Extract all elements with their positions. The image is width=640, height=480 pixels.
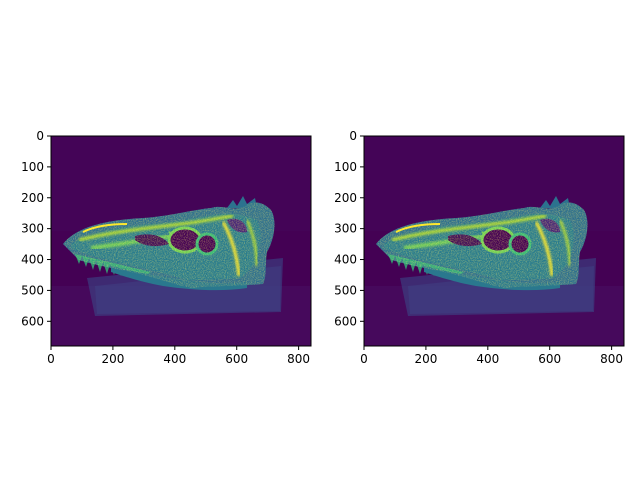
left-panel: 0 200 400 600 800 0 100 200 300 400 500 600 (21, 129, 312, 366)
y-tick-label: 300 (21, 222, 44, 236)
x-tick-label: 600 (538, 352, 561, 366)
right-ticks: 0 200 400 600 800 0 100 200 300 400 500 600 (334, 129, 623, 366)
left-image (51, 136, 311, 346)
right-axes-frame (363, 135, 625, 347)
y-tick-label: 100 (334, 160, 357, 174)
x-tick-label: 800 (287, 352, 310, 366)
x-tick-label: 0 (47, 352, 55, 366)
y-tick-label: 400 (334, 253, 357, 267)
y-tick-label: 0 (36, 129, 44, 143)
x-tick-label: 0 (360, 352, 368, 366)
left-ticks: 0 200 400 600 800 0 100 200 300 400 500 600 (21, 129, 310, 366)
y-tick-label: 600 (21, 314, 44, 328)
y-tick-label: 300 (334, 222, 357, 236)
left-axes-frame (50, 135, 312, 347)
x-tick-label: 400 (163, 352, 186, 366)
y-tick-label: 500 (334, 283, 357, 297)
x-tick-label: 200 (414, 352, 437, 366)
y-tick-label: 500 (21, 283, 44, 297)
y-tick-label: 0 (349, 129, 357, 143)
x-tick-label: 800 (600, 352, 623, 366)
y-tick-label: 600 (334, 314, 357, 328)
x-tick-label: 600 (225, 352, 248, 366)
x-tick-label: 200 (101, 352, 124, 366)
right-image (364, 136, 624, 346)
y-tick-label: 400 (21, 253, 44, 267)
y-tick-label: 200 (334, 191, 357, 205)
y-tick-label: 100 (21, 160, 44, 174)
y-tick-label: 200 (21, 191, 44, 205)
right-panel: 0 200 400 600 800 0 100 200 300 400 500 600 (334, 129, 625, 366)
x-tick-label: 400 (476, 352, 499, 366)
